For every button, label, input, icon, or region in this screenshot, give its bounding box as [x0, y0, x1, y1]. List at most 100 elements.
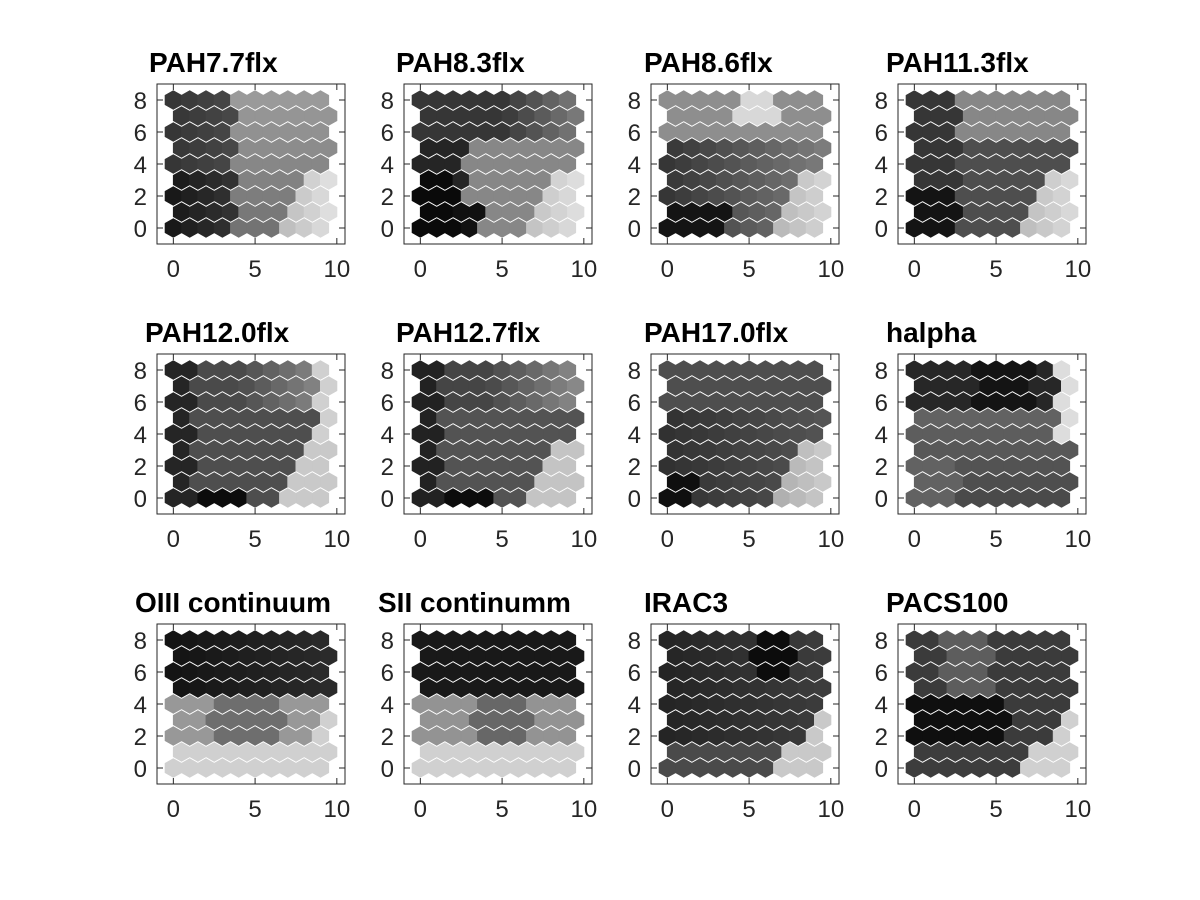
hex-cell — [493, 488, 511, 508]
hex-cell — [764, 646, 783, 666]
hex-cell — [732, 138, 750, 158]
hex-cell — [460, 218, 479, 238]
hex-cell — [748, 440, 766, 460]
hex-cell — [477, 154, 495, 174]
hex-cell — [1036, 424, 1054, 444]
y-tick-label: 8 — [628, 628, 641, 655]
hex-cell — [542, 154, 560, 174]
hex-cell — [311, 424, 330, 444]
hex-cell — [781, 440, 799, 460]
hex-cell — [493, 662, 511, 682]
hex-cell — [419, 440, 438, 460]
y-tick-label: 0 — [134, 216, 147, 243]
y-tick-label: 4 — [134, 152, 147, 179]
hex-cell — [913, 138, 932, 158]
hex-cell — [197, 488, 215, 508]
hex-cell — [699, 710, 717, 730]
x-tick-label: 0 — [414, 526, 427, 553]
hex-cell — [436, 710, 454, 730]
hex-cell — [477, 662, 495, 682]
x-tick-label: 10 — [570, 796, 597, 823]
x-tick-label: 0 — [167, 256, 180, 283]
hex-cell — [1028, 742, 1046, 762]
hex-cell — [691, 122, 709, 142]
hex-cell — [962, 138, 981, 158]
hex-cell — [303, 202, 321, 222]
hex-cell — [550, 202, 568, 222]
hex-cell — [534, 408, 552, 428]
hex-cell — [189, 138, 207, 158]
hex-cell — [1011, 678, 1030, 698]
hex-cell — [303, 138, 321, 158]
hex-cell — [930, 646, 948, 666]
hex-cell — [1036, 392, 1054, 412]
hex-cell — [946, 408, 964, 428]
hex-cell — [691, 456, 709, 476]
hex-cell — [542, 122, 560, 142]
hex-cell — [938, 630, 956, 650]
hex-cell — [270, 440, 289, 460]
hex-cell — [987, 392, 1005, 412]
hex-cell — [419, 472, 438, 492]
hex-cell — [658, 726, 677, 746]
hex-cell — [319, 170, 338, 190]
hex-cell — [558, 218, 577, 238]
y-tick-label: 4 — [628, 692, 641, 719]
hex-cell — [164, 694, 182, 714]
hex-cell — [781, 742, 799, 762]
hex-cell — [468, 202, 487, 222]
hex-cell — [460, 456, 479, 476]
hex-cell — [715, 646, 734, 666]
hex-cell — [270, 710, 289, 730]
hex-cell — [740, 630, 758, 650]
hex-cell — [477, 758, 495, 778]
hex-cell — [813, 408, 832, 428]
hex-cell — [468, 170, 487, 190]
hex-cell — [295, 630, 313, 650]
hex-cell — [913, 440, 932, 460]
hex-cell — [764, 440, 783, 460]
hex-cell — [262, 726, 281, 746]
hex-cell — [773, 662, 791, 682]
hex-cell — [748, 376, 766, 396]
hex-cell — [517, 170, 536, 190]
hex-cell — [246, 726, 264, 746]
hex-cell — [1003, 360, 1022, 380]
hex-cell — [205, 170, 223, 190]
hex-cell — [303, 170, 321, 190]
hex-cell — [230, 694, 248, 714]
hex-cell — [295, 360, 313, 380]
hex-cell — [262, 122, 281, 142]
hex-cell — [468, 106, 487, 126]
hex-cell — [805, 90, 824, 110]
hex-cell — [468, 376, 487, 396]
hex-cell — [311, 662, 330, 682]
hex-cell — [905, 758, 924, 778]
hex-cell — [946, 138, 964, 158]
hex-cell — [319, 646, 338, 666]
hex-cell — [675, 424, 693, 444]
hex-cell — [1036, 726, 1054, 746]
hex-cell — [246, 456, 264, 476]
hex-cell — [477, 122, 495, 142]
hex-cell — [460, 186, 479, 206]
hex-cell — [411, 662, 430, 682]
x-tick-label: 10 — [323, 796, 350, 823]
hex-cell — [954, 90, 973, 110]
hex-cell — [319, 106, 338, 126]
hex-cell — [699, 170, 717, 190]
y-tick-label: 2 — [628, 454, 641, 481]
hex-cell — [411, 218, 430, 238]
hex-cell — [756, 662, 775, 682]
y-tick-label: 2 — [875, 724, 888, 751]
y-tick-label: 0 — [134, 756, 147, 783]
hex-cell — [411, 726, 430, 746]
hex-cell — [311, 694, 330, 714]
hex-cell — [789, 360, 807, 380]
hex-cell — [164, 758, 182, 778]
hex-cell — [979, 440, 997, 460]
hex-cell — [197, 392, 215, 412]
